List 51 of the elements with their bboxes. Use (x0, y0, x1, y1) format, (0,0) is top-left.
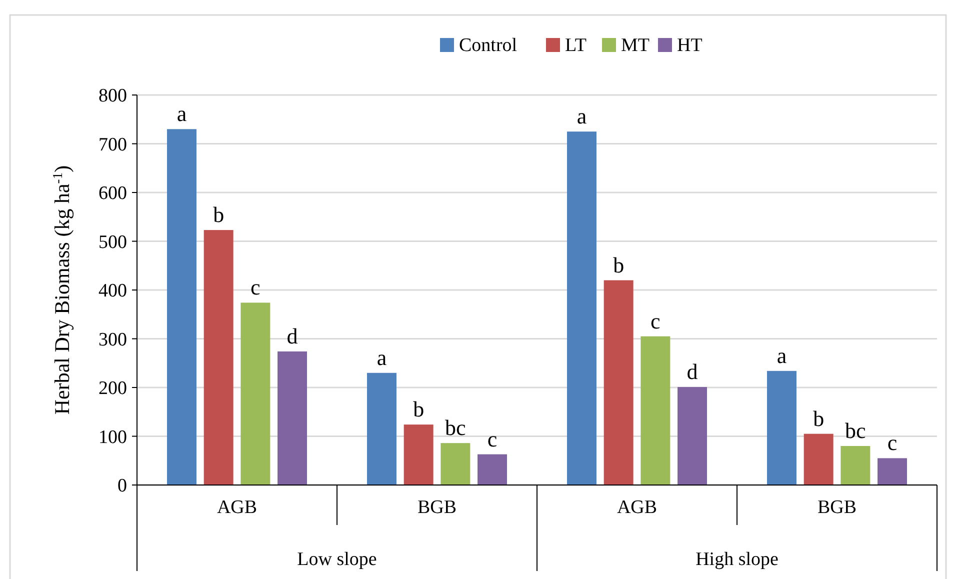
legend-label: MT (621, 35, 650, 56)
bar (640, 336, 670, 485)
y-tick-label: 300 (98, 329, 127, 350)
bar (367, 372, 396, 485)
x-tick-label: AGB (616, 497, 658, 518)
data-label: c (487, 426, 498, 452)
data-label: a (376, 344, 387, 370)
bar (167, 129, 196, 485)
data-label: b (213, 202, 224, 228)
y-tick-label: 100 (98, 426, 127, 448)
data-label: bc (845, 418, 866, 443)
bar (440, 443, 470, 485)
data-label: c (650, 308, 661, 334)
data-label: bc (445, 415, 466, 440)
bar (804, 434, 834, 485)
data-label: b (413, 396, 424, 422)
bar (678, 387, 707, 485)
bar (240, 302, 270, 485)
legend-label: Control (459, 35, 518, 56)
data-label: c (887, 430, 898, 456)
y-tick-label: 600 (98, 183, 127, 204)
legend-label: HT (677, 35, 703, 56)
data-label: a (576, 104, 587, 129)
bar (204, 230, 234, 485)
data-label: d (686, 359, 698, 384)
bar (840, 446, 870, 485)
y-tick-label: 800 (98, 86, 127, 107)
bar (604, 280, 634, 485)
y-tick-label: 700 (98, 134, 127, 156)
data-label: c (250, 274, 261, 300)
y-tick-label: 500 (98, 232, 127, 253)
x-tick-label: BGB (817, 497, 857, 518)
bar (404, 424, 434, 485)
data-label: a (776, 342, 787, 368)
x-tick-label: AGB (216, 497, 258, 518)
legend-label: LT (565, 35, 587, 56)
data-label: b (613, 252, 624, 278)
bar (278, 351, 307, 485)
y-tick-label: 0 (118, 476, 127, 497)
x-tick-label: BGB (417, 497, 457, 518)
bar (878, 458, 907, 485)
text: Low slope (297, 549, 377, 570)
bar (478, 454, 507, 485)
bar (567, 132, 596, 485)
y-tick-label: 400 (98, 280, 127, 302)
data-label: a (176, 101, 187, 126)
y-tick-label: 200 (98, 378, 127, 400)
text: High slope (696, 549, 778, 570)
bar (767, 370, 796, 485)
data-label: b (813, 406, 824, 431)
data-label: d (286, 323, 298, 348)
